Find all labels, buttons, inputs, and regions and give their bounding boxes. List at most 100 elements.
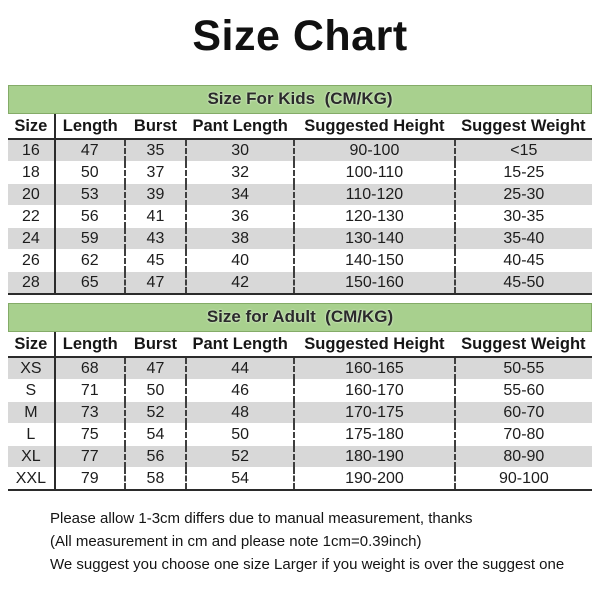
value-cell: 90-100 xyxy=(293,138,455,163)
size-cell: 18 xyxy=(21,164,40,182)
size-cell: 26 xyxy=(21,252,40,270)
value-cell: 38 xyxy=(185,227,295,251)
value-cell: 190-200 xyxy=(293,467,455,492)
table-row: 16 47 35 30 90-100 <15 xyxy=(8,138,592,163)
value-cell: 59 xyxy=(53,227,125,251)
value-cell: 73 xyxy=(53,401,125,425)
note-line: (All measurement in cm and please note 1… xyxy=(50,533,422,551)
size-cell: 24 xyxy=(8,227,55,251)
value-cell: 36 xyxy=(185,205,295,228)
value-cell: 56 xyxy=(123,445,187,469)
kids-section-header: Size For Kids (CM/KG) xyxy=(8,85,592,115)
value-cell: 34 xyxy=(185,183,295,207)
value-cell: 35-40 xyxy=(453,227,592,251)
value-cell: 45-50 xyxy=(453,271,592,296)
value-cell: 43 xyxy=(123,227,187,251)
kids-size-table: Size Length Burst Pant Length Suggested Heig… xyxy=(8,114,592,296)
adult-size-section: Size for Adult (CM/KG) Size Length Burst Pa… xyxy=(8,303,592,492)
table-row: XXL 79 58 54 190-200 90-100 xyxy=(8,467,592,492)
value-cell: 44 xyxy=(185,356,295,381)
column-header: Size xyxy=(8,114,55,141)
column-header: Pant Length xyxy=(186,332,295,359)
value-cell: 79 xyxy=(53,467,125,492)
size-cell: 22 xyxy=(21,208,40,226)
column-header-row: Size Length Burst Pant Length Suggested Heig… xyxy=(8,114,592,141)
column-header: Suggested Height xyxy=(294,332,455,359)
value-cell: 77 xyxy=(53,445,125,469)
size-cell: S xyxy=(25,382,37,400)
value-cell: 47 xyxy=(53,138,125,163)
column-header: Suggest Weight xyxy=(454,114,592,141)
adult-size-table: Size Length Burst Pant Length Suggested Heig… xyxy=(8,332,592,492)
column-header: Burst xyxy=(124,114,187,141)
value-cell: 41 xyxy=(123,205,187,228)
size-cell: 20 xyxy=(8,183,55,207)
value-cell: 52 xyxy=(185,445,295,469)
page-title: Size Chart xyxy=(192,12,408,60)
value-cell: 180-190 xyxy=(293,445,455,469)
value-cell: 70-80 xyxy=(453,423,592,446)
value-cell: 40-45 xyxy=(453,249,592,272)
column-header: Suggest Weight xyxy=(454,332,592,359)
size-cell: M xyxy=(8,401,55,425)
value-cell: 50 xyxy=(53,161,125,184)
value-cell: 55-60 xyxy=(453,379,592,402)
table-row: L 75 54 50 175-180 70-80 xyxy=(8,423,592,446)
value-cell: 25-30 xyxy=(453,183,592,207)
value-cell: 120-130 xyxy=(293,205,455,228)
column-header: Size xyxy=(8,332,55,359)
kids-size-section: Size For Kids (CM/KG) Size Length Burst Pan… xyxy=(8,85,592,296)
value-cell: <15 xyxy=(453,138,592,163)
value-cell: 52 xyxy=(123,401,187,425)
size-cell: 16 xyxy=(8,138,55,163)
value-cell: 140-150 xyxy=(293,249,455,272)
value-cell: 48 xyxy=(185,401,295,425)
adult-section-header: Size for Adult (CM/KG) xyxy=(8,303,592,333)
value-cell: 50 xyxy=(185,423,295,446)
value-cell: 37 xyxy=(123,161,187,184)
table-row: M 73 52 48 170-175 60-70 xyxy=(8,401,592,425)
value-cell: 175-180 xyxy=(293,423,455,446)
table-row: 20 53 39 34 110-120 25-30 xyxy=(8,183,592,207)
value-cell: 47 xyxy=(123,356,187,381)
size-chart-page: Size Chart Size For Kids (CM/KG) Size Len… xyxy=(0,12,600,600)
column-header-row: Size Length Burst Pant Length Suggested Heig… xyxy=(8,332,592,359)
value-cell: 40 xyxy=(185,249,295,272)
value-cell: 56 xyxy=(53,205,125,228)
column-header: Length xyxy=(53,114,125,141)
column-header: Suggested Height xyxy=(294,114,455,141)
size-cell: XL xyxy=(8,445,55,469)
value-cell: 46 xyxy=(185,379,295,402)
value-cell: 42 xyxy=(185,271,295,296)
value-cell: 100-110 xyxy=(293,161,455,184)
value-cell: 160-170 xyxy=(293,379,455,402)
value-cell: 30-35 xyxy=(453,205,592,228)
value-cell: 60-70 xyxy=(453,401,592,425)
table-row: 18 50 37 32 100-110 15-25 xyxy=(8,161,592,184)
value-cell: 54 xyxy=(185,467,295,492)
value-cell: 110-120 xyxy=(293,183,455,207)
size-cell: 28 xyxy=(8,271,55,296)
value-cell: 62 xyxy=(53,249,125,272)
value-cell: 30 xyxy=(185,138,295,163)
value-cell: 75 xyxy=(53,423,125,446)
value-cell: 90-100 xyxy=(453,467,592,492)
value-cell: 53 xyxy=(53,183,125,207)
value-cell: 32 xyxy=(185,161,295,184)
column-header: Burst xyxy=(124,332,187,359)
value-cell: 39 xyxy=(123,183,187,207)
value-cell: 58 xyxy=(123,467,187,492)
table-row: 22 56 41 36 120-130 30-35 xyxy=(8,205,592,228)
size-cell: XS xyxy=(8,356,55,381)
note-line: Please allow 1-3cm differs due to manual… xyxy=(50,510,473,528)
value-cell: 50-55 xyxy=(453,356,592,381)
note-line: We suggest you choose one size Larger if… xyxy=(50,556,565,574)
value-cell: 68 xyxy=(53,356,125,381)
value-cell: 170-175 xyxy=(293,401,455,425)
value-cell: 47 xyxy=(123,271,187,296)
size-cell: XXL xyxy=(8,467,55,492)
table-row: 26 62 45 40 140-150 40-45 xyxy=(8,249,592,272)
value-cell: 15-25 xyxy=(453,161,592,184)
value-cell: 35 xyxy=(123,138,187,163)
measurement-notes: Please allow 1-3cm differs due to manual… xyxy=(50,507,600,576)
